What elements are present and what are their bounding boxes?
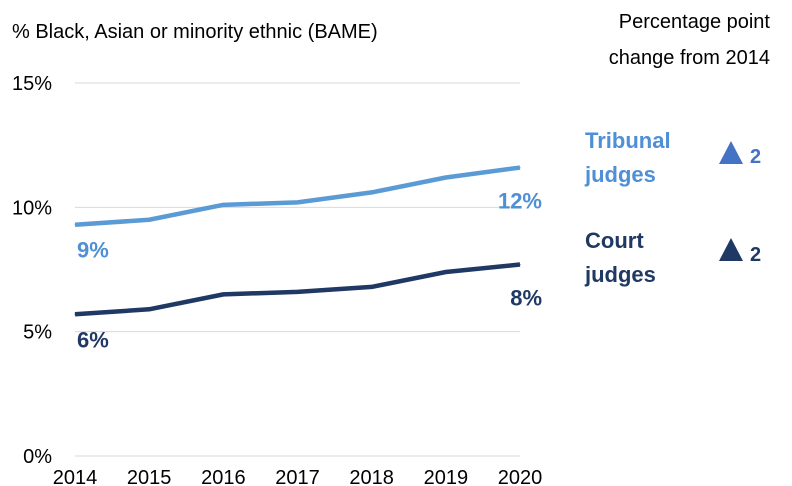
data-point xyxy=(371,191,373,193)
legend-tribunal-line2: judges xyxy=(584,162,656,187)
legend-tribunal-line1: Tribunal xyxy=(585,128,671,153)
change-tribunal: 2 xyxy=(750,146,761,168)
gridlines xyxy=(75,82,520,457)
data-point xyxy=(74,313,76,315)
y-tick-label: 0% xyxy=(23,446,52,468)
series-line xyxy=(74,262,521,317)
data-point xyxy=(74,224,76,226)
triangle-up-icon xyxy=(719,141,743,164)
y-axis-title: % Black, Asian or minority ethnic (BAME) xyxy=(12,21,378,43)
series-lines xyxy=(74,165,521,317)
x-tick-label: 2017 xyxy=(275,467,320,486)
data-point xyxy=(445,271,447,273)
data-point xyxy=(371,286,373,288)
y-tick-label: 10% xyxy=(12,197,52,219)
data-point xyxy=(519,167,521,169)
change-header-line1: Percentage point xyxy=(619,11,771,33)
data-point xyxy=(445,176,447,178)
legend-court-line2: judges xyxy=(584,262,656,287)
y-tick-label: 15% xyxy=(12,73,52,95)
series-line xyxy=(74,165,521,227)
y-tick-label: 5% xyxy=(23,322,52,344)
data-point xyxy=(222,293,224,295)
change-court: 2 xyxy=(750,244,761,266)
triangle-up-icon xyxy=(719,238,743,261)
x-tick-label: 2015 xyxy=(127,467,172,486)
start-data-label: 6% xyxy=(77,327,109,352)
x-tick-label: 2018 xyxy=(349,467,394,486)
data-point xyxy=(519,264,521,266)
data-point xyxy=(297,201,298,203)
data-point xyxy=(148,219,150,221)
legend-court-line1: Court xyxy=(585,228,644,253)
end-data-label: 12% xyxy=(498,189,542,214)
data-point xyxy=(148,308,150,310)
legend-tribunal: Tribunal judges 2 xyxy=(584,128,761,187)
y-axis-ticks: 0% 5% 10% 15% xyxy=(12,73,52,468)
end-data-label: 8% xyxy=(510,286,542,311)
legend-court: Court judges 2 xyxy=(584,228,761,287)
x-tick-label: 2019 xyxy=(424,467,469,486)
x-tick-label: 2020 xyxy=(498,467,543,486)
data-point xyxy=(297,291,298,293)
x-tick-label: 2016 xyxy=(201,467,246,486)
start-data-label: 9% xyxy=(77,238,109,263)
x-tick-label: 2014 xyxy=(53,467,98,486)
data-labels: 9% 12% 6% 8% xyxy=(77,189,542,353)
x-axis-ticks: 2014 2015 2016 2017 2018 2019 2020 xyxy=(53,467,543,486)
data-point xyxy=(222,204,224,206)
change-header-line2: change from 2014 xyxy=(609,47,770,69)
